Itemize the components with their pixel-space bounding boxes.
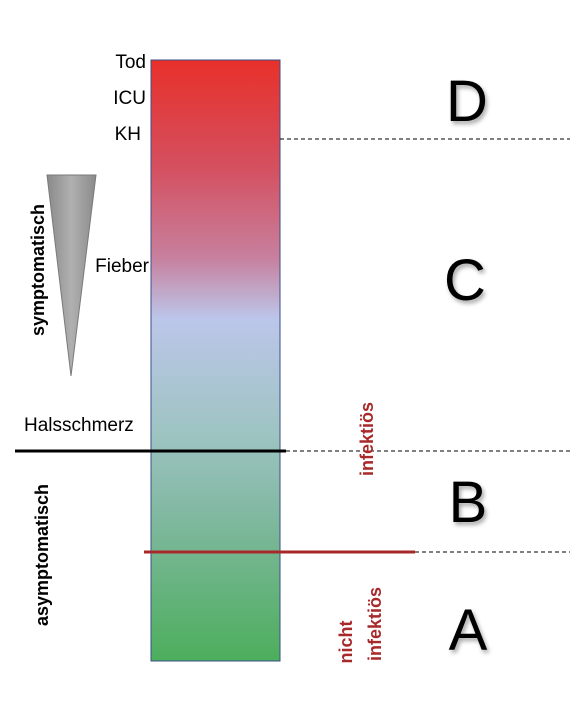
severity-triangle-icon [46,174,97,377]
severity-label-tod: Tod [115,52,146,73]
severity-label-icu: ICU [113,88,146,109]
label-infectious: infektiös [357,402,377,476]
label-not-infectious-line1: nicht [336,620,356,663]
zone-label-c: C [444,248,486,313]
zone-label-b: B [449,470,488,535]
label-symptomatic: symptomatisch [28,204,48,336]
severity-label-halsschmerz: Halsschmerz [24,415,134,436]
severity-label-kh: KH [115,124,141,145]
severity-gradient-bar [150,59,281,662]
zone-label-d: D [446,69,488,134]
zone-label-a: A [449,598,488,663]
label-not-infectious-line2: infektiös [365,587,385,661]
label-asymptomatic: asymptomatisch [32,484,52,626]
severity-label-fieber: Fieber [95,256,150,277]
